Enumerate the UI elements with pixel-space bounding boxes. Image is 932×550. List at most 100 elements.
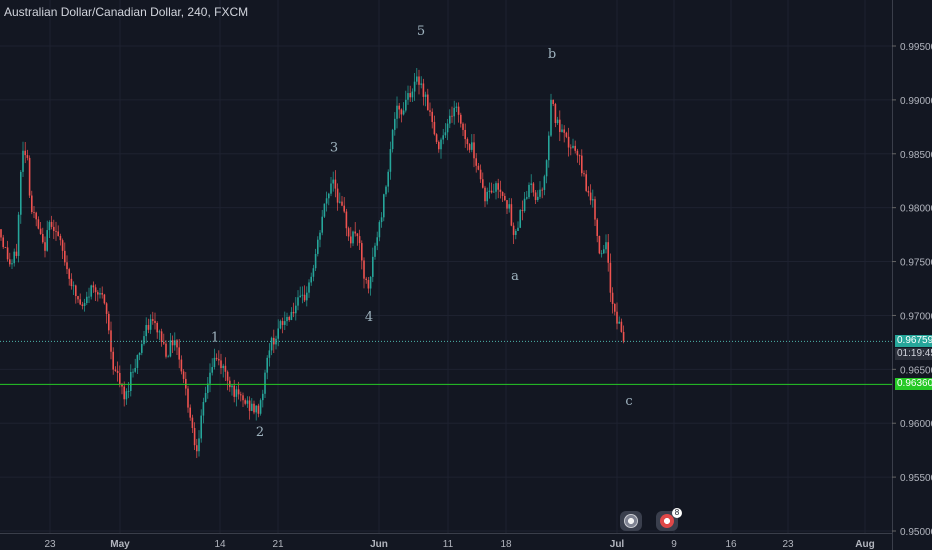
candle: [477, 163, 480, 171]
time-axis[interactable]: 23 May 14 21 Jun 11 18 Jul 9 16 23 Aug: [0, 533, 892, 550]
candle: [330, 177, 332, 197]
candle: [493, 183, 495, 193]
candle: [402, 102, 405, 116]
candle: [248, 396, 251, 420]
candle: [310, 272, 312, 286]
candle: [9, 252, 11, 267]
candle: [490, 182, 493, 194]
candle: [455, 102, 458, 113]
candle: [339, 192, 341, 204]
candle: [451, 106, 453, 123]
candle: [312, 264, 315, 282]
candle: [429, 102, 431, 117]
candle: [317, 236, 319, 257]
candle: [435, 133, 438, 145]
candle: [11, 259, 13, 269]
candle: [620, 318, 623, 333]
candle: [486, 187, 488, 205]
candle: [361, 240, 363, 270]
candle: [471, 134, 473, 153]
candle: [53, 219, 55, 240]
candle: [4, 246, 7, 248]
candle: [288, 315, 290, 322]
candle: [347, 226, 350, 241]
candle: [523, 191, 526, 213]
candle: [497, 178, 499, 199]
candle: [204, 386, 207, 403]
candle: [59, 233, 62, 246]
candle: [213, 348, 216, 370]
candle: [574, 140, 576, 154]
x-tick-label: Jul: [610, 539, 625, 550]
candle: [374, 242, 376, 260]
candle: [207, 376, 209, 399]
candle: [180, 355, 183, 375]
candle: [343, 197, 345, 214]
candle: [226, 370, 229, 391]
candle: [116, 361, 119, 382]
pattern-icon[interactable]: [620, 511, 642, 531]
candle: [398, 102, 400, 119]
x-tick-label: 23: [782, 539, 794, 550]
x-tick-label: 23: [44, 539, 56, 550]
candle: [224, 357, 227, 381]
candle: [160, 328, 163, 347]
candle: [149, 314, 152, 334]
candle: [28, 155, 31, 198]
candle: [328, 192, 330, 206]
candle: [332, 171, 334, 192]
candle: [350, 227, 352, 248]
candle: [88, 287, 90, 303]
candle: [22, 141, 24, 177]
candle: [112, 347, 114, 375]
candle: [561, 124, 563, 133]
candle: [464, 123, 466, 148]
candle: [528, 182, 530, 200]
candle: [292, 302, 295, 318]
candle: [178, 339, 180, 369]
candle: [189, 404, 191, 421]
candle: [46, 220, 48, 252]
candle: [145, 317, 147, 344]
candle: [31, 190, 33, 215]
candle: [284, 311, 286, 331]
candle: [400, 108, 403, 123]
candle: [405, 90, 407, 113]
candle: [92, 281, 95, 293]
candle: [222, 363, 224, 378]
candle: [13, 248, 15, 267]
candle: [50, 215, 53, 230]
candle: [457, 102, 460, 123]
candle: [17, 211, 20, 263]
candle: [482, 172, 484, 189]
candle: [559, 110, 561, 142]
candle: [0, 229, 2, 241]
candle: [585, 170, 587, 193]
candle: [422, 78, 425, 106]
candle: [279, 319, 282, 330]
candle: [572, 138, 574, 149]
candle: [567, 127, 570, 157]
notification-icon[interactable]: 8: [656, 508, 682, 531]
candle: [512, 222, 515, 245]
candle: [526, 190, 528, 200]
candle: [570, 144, 572, 156]
candle: [532, 182, 535, 197]
candle: [387, 169, 389, 193]
candle: [488, 182, 491, 199]
candle: [354, 222, 356, 237]
x-tick-label: 16: [725, 539, 737, 550]
candle: [198, 430, 200, 457]
candle: [266, 355, 268, 380]
candle: [75, 284, 77, 304]
candle: [61, 238, 64, 260]
candle: [81, 301, 84, 310]
candle: [510, 198, 513, 227]
candle: [336, 183, 339, 211]
candle: [306, 286, 308, 307]
candle: [548, 131, 550, 168]
